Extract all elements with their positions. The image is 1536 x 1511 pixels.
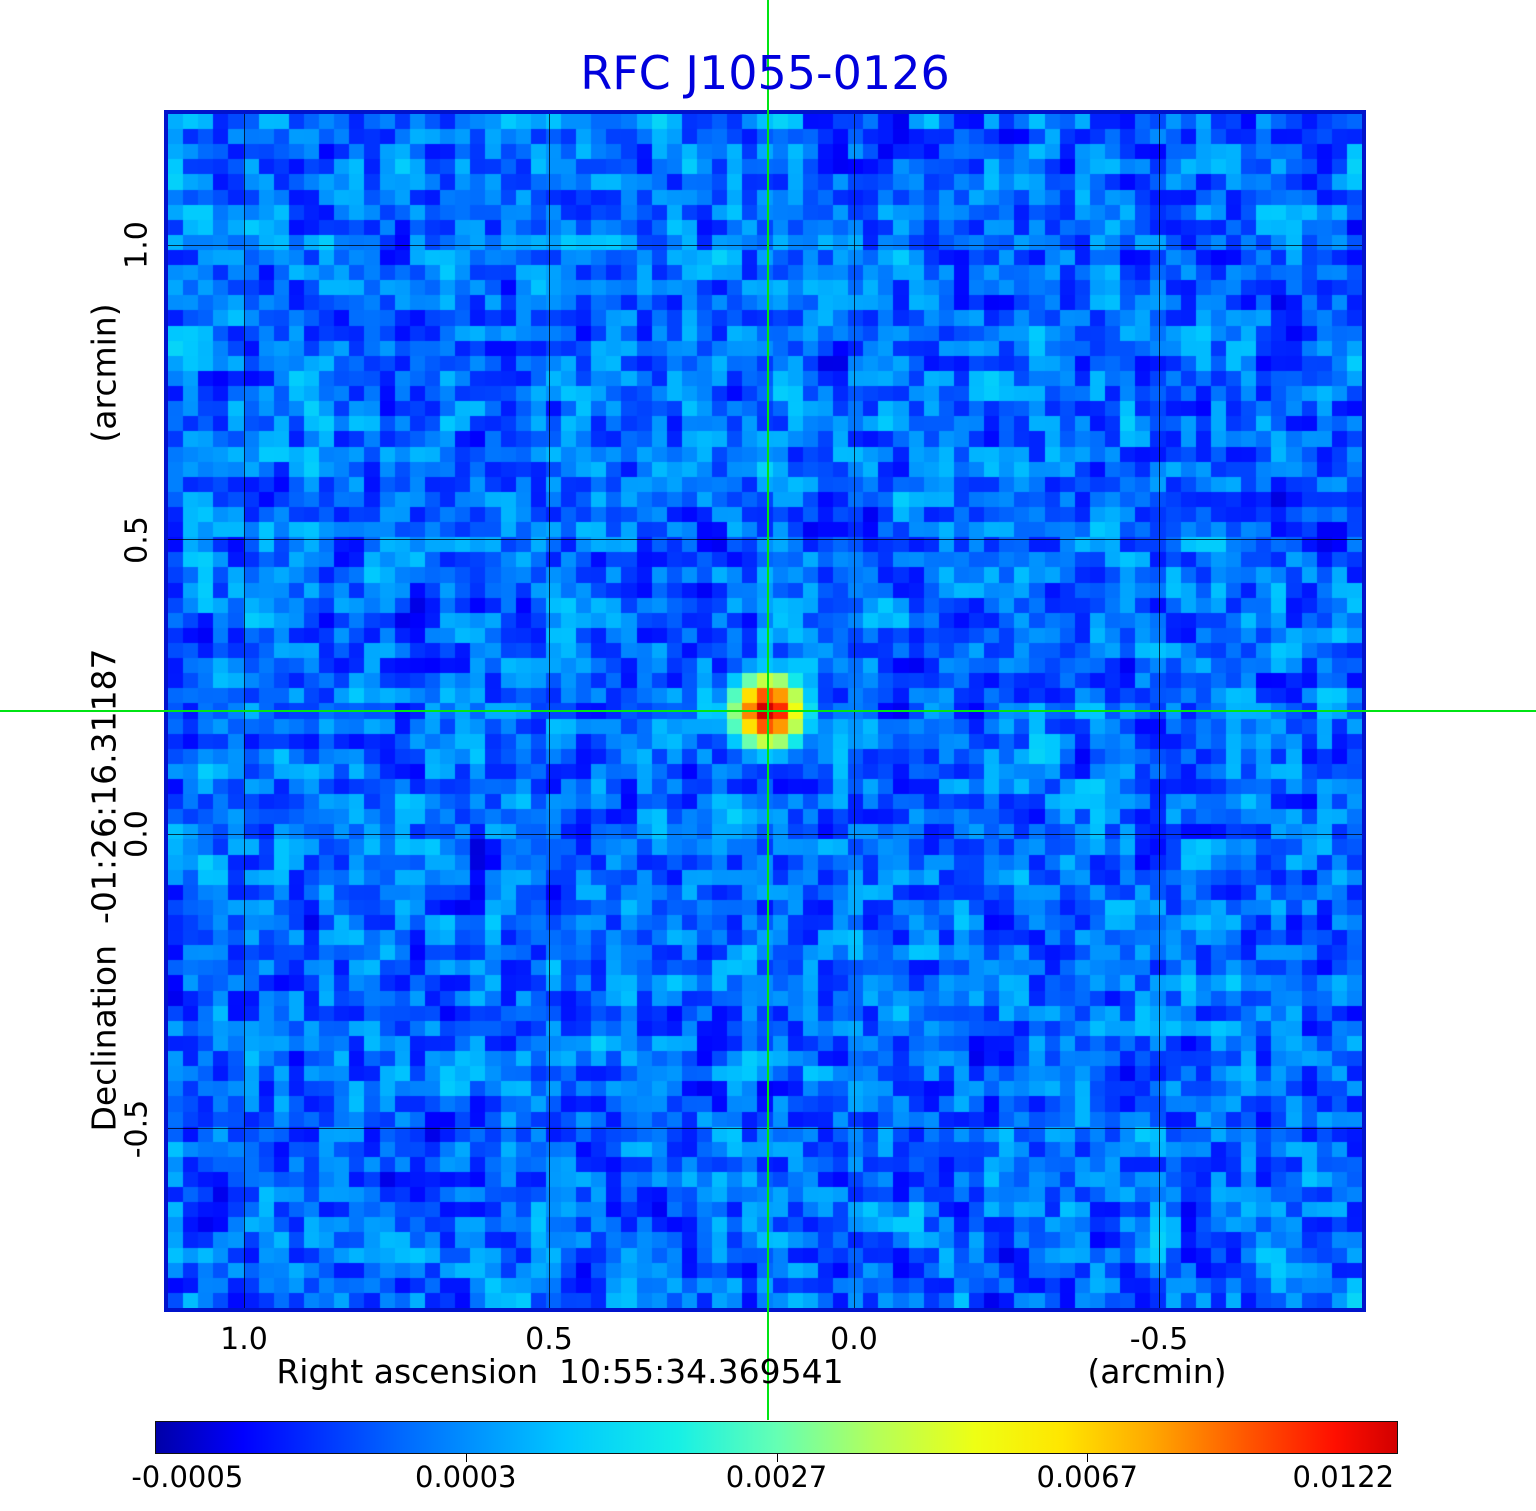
x-axis-unit-label: (arcmin) [1087, 1352, 1227, 1391]
grid-line-horizontal [168, 833, 1362, 835]
grid-line-horizontal [168, 244, 1362, 246]
y-tick-label: -0.5 [119, 1099, 155, 1158]
colorbar-tick-label: 0.0027 [725, 1460, 828, 1494]
y-tick-label: 0.0 [119, 810, 155, 858]
colorbar-tick-label: 0.0122 [1292, 1460, 1395, 1494]
colorbar-tick [1087, 1454, 1089, 1462]
figure-title: RFC J1055-0126 [580, 46, 950, 100]
colorbar-tick [465, 1454, 467, 1462]
y-tick-label: 1.0 [119, 221, 155, 269]
y-tick-label: 0.5 [119, 515, 155, 564]
colorbar-tick-label: 0.0003 [415, 1460, 517, 1494]
grid-line-horizontal [168, 1128, 1362, 1129]
x-tick-label: 0.5 [525, 1322, 573, 1357]
crosshair-horizontal-line [0, 710, 1536, 712]
colorbar [155, 1421, 1398, 1454]
x-tick-label: 0.0 [830, 1322, 878, 1357]
x-tick-label: -0.5 [1129, 1322, 1189, 1357]
y-axis-label: Declination -01:26:16.31187 [84, 648, 124, 1132]
colorbar-tick-label: -0.0005 [131, 1460, 244, 1494]
colorbar-tick [776, 1454, 778, 1462]
colorbar-tick-label: 0.0067 [1036, 1460, 1138, 1494]
x-axis-label: Right ascension 10:55:34.369541 [276, 1352, 844, 1391]
y-axis-unit-label: (arcmin) [84, 303, 124, 443]
x-tick-label: 1.0 [220, 1322, 268, 1357]
grid-line-horizontal [168, 539, 1362, 540]
